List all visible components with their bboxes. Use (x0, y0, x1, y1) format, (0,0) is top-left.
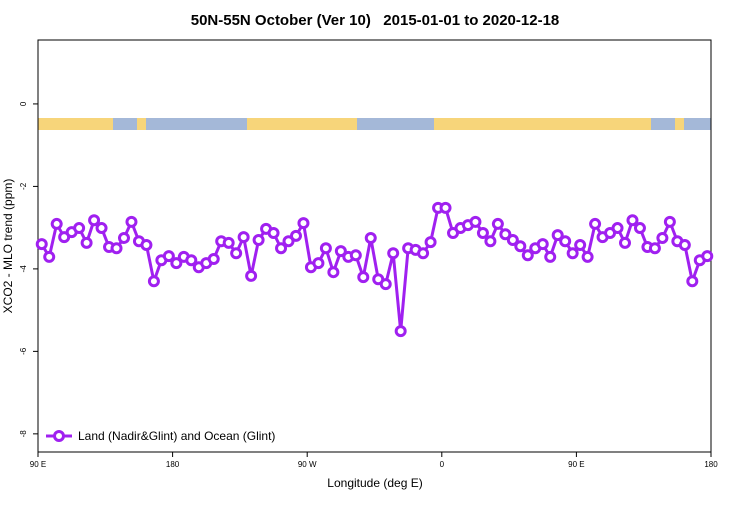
data-point (282, 235, 295, 248)
data-point (499, 228, 512, 241)
data-point (162, 250, 175, 263)
data-point (110, 242, 123, 255)
data-point (491, 217, 504, 230)
land-band (137, 118, 146, 130)
data-point (147, 275, 160, 288)
data-point (267, 227, 280, 240)
data-point (394, 325, 407, 338)
chart-title: 50N-55N October (Ver 10) 2015-01-01 to 2… (191, 12, 560, 29)
legend-label: Land (Nadir&Glint) and Ocean (Glint) (78, 429, 275, 443)
y-tick-label: 0 (19, 101, 28, 106)
data-point (484, 235, 497, 248)
data-point (701, 250, 714, 263)
data-point (237, 231, 250, 244)
data-point (387, 247, 400, 260)
data-point (417, 247, 430, 260)
data-point (312, 257, 325, 270)
data-point (297, 217, 310, 230)
land-band (38, 118, 113, 130)
data-point (88, 214, 101, 227)
data-point (327, 266, 340, 279)
data-point (521, 249, 534, 262)
data-point (574, 238, 587, 251)
data-point (633, 222, 646, 235)
y-tick-label: -2 (19, 182, 28, 190)
legend-marker (53, 430, 65, 442)
data-point (619, 236, 632, 249)
data-point (357, 271, 370, 284)
y-tick-label: -6 (19, 347, 28, 355)
data-point (506, 234, 519, 247)
data-point (581, 250, 594, 263)
x-tick-label: 0 (440, 460, 445, 469)
data-point (678, 238, 691, 251)
data-point (469, 215, 482, 228)
data-point (252, 234, 265, 247)
data-point (379, 278, 392, 291)
x-tick-label: 90 E (30, 460, 46, 469)
x-tick-label: 180 (166, 460, 180, 469)
y-tick-label: -4 (19, 265, 28, 273)
data-point (170, 257, 183, 270)
data-point (544, 250, 557, 263)
data-point (222, 236, 235, 249)
data-point (73, 222, 86, 235)
data-point (95, 222, 108, 235)
data-point (656, 231, 669, 244)
data-point (80, 236, 93, 249)
data-point (424, 236, 437, 249)
data-point (334, 245, 347, 258)
data-point (117, 231, 130, 244)
data-point (207, 252, 220, 265)
data-point (140, 238, 153, 251)
data-point (439, 201, 452, 214)
data-point (476, 227, 489, 240)
data-point (514, 240, 527, 253)
land-band (675, 118, 684, 130)
data-point (626, 214, 639, 227)
data-point (230, 247, 243, 260)
data-point (349, 249, 362, 262)
data-point (536, 238, 549, 251)
data-point (245, 269, 258, 282)
x-axis-label: Longitude (deg E) (327, 476, 422, 490)
data-point (648, 242, 661, 255)
x-tick-label: 90 W (298, 460, 317, 469)
data-point (43, 250, 56, 263)
data-point (275, 242, 288, 255)
land-band (434, 118, 651, 130)
data-point (364, 231, 377, 244)
series-line (40, 206, 708, 333)
land-sea-band (38, 118, 711, 130)
data-point (566, 247, 579, 260)
data-point (35, 238, 48, 251)
data-point (125, 215, 138, 228)
data-point (289, 229, 302, 242)
y-axis-label: XCO2 - MLO trend (ppm) (1, 179, 15, 314)
data-point (319, 242, 332, 255)
y-tick-label: -8 (19, 430, 28, 438)
land-band (247, 118, 357, 130)
data-point (663, 215, 676, 228)
data-point (589, 217, 602, 230)
x-tick-label: 180 (704, 460, 718, 469)
data-point (559, 235, 572, 248)
x-tick-label: 90 E (568, 460, 584, 469)
data-point (185, 254, 198, 267)
data-point (551, 229, 564, 242)
data-point (50, 217, 63, 230)
data-point (686, 275, 699, 288)
data-point (611, 222, 624, 235)
